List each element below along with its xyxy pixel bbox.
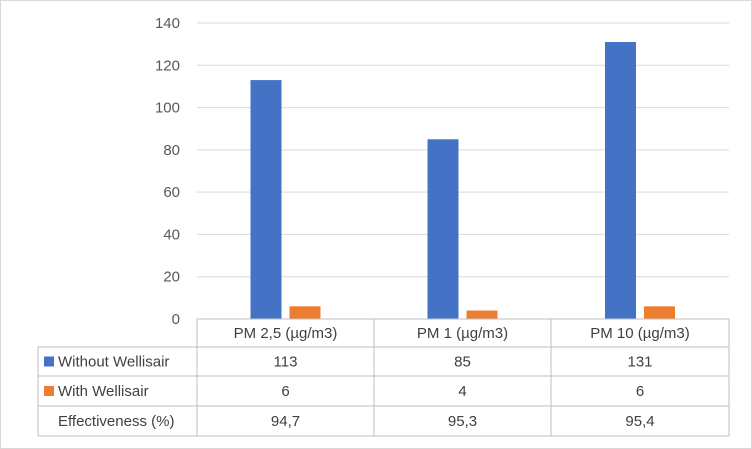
- y-tick-label: 140: [155, 15, 180, 32]
- data-cell: 6: [281, 383, 289, 400]
- y-axis-ticks: 0 20 40 60 80 100 120 140: [155, 15, 180, 328]
- y-tick-label: 80: [163, 142, 180, 159]
- category-label: PM 2,5 (µg/m3): [234, 325, 338, 342]
- data-cell: 85: [454, 354, 471, 371]
- bar-with-wellisair: [289, 306, 321, 319]
- legend-key-without-wellisair: [44, 356, 54, 367]
- bar-with-wellisair: [644, 306, 675, 319]
- effectiveness-cell: 95,3: [448, 413, 477, 430]
- data-cell: 131: [627, 354, 652, 371]
- bars: [250, 42, 675, 320]
- series-name: Without Wellisair: [58, 354, 169, 371]
- data-cell: 113: [274, 354, 298, 371]
- y-tick-label: 100: [155, 100, 180, 117]
- data-cell: 6: [636, 383, 644, 400]
- data-table: PM 2,5 (µg/m3) PM 1 (µg/m3) PM 10 (µg/m3) W…: [37, 318, 730, 437]
- category-label: PM 1 (µg/m3): [417, 325, 508, 342]
- data-cell: 4: [458, 383, 466, 400]
- effectiveness-cell: 94,7: [271, 413, 300, 430]
- legend-key-with-wellisair: [44, 386, 54, 396]
- y-tick-label: 120: [155, 57, 180, 74]
- effectiveness-cell: 95,4: [625, 413, 654, 430]
- bar-without-wellisair: [427, 139, 459, 319]
- y-tick-label: 60: [163, 184, 180, 201]
- bar-with-wellisair: [466, 310, 498, 319]
- bar-without-wellisair: [250, 80, 282, 319]
- gridlines: [197, 22, 729, 278]
- y-tick-label: 20: [163, 269, 180, 286]
- series-name: With Wellisair: [58, 383, 149, 400]
- category-label: PM 10 (µg/m3): [590, 325, 690, 342]
- y-tick-label: 40: [163, 226, 180, 243]
- bar-without-wellisair: [605, 42, 636, 320]
- y-tick-label: 0: [172, 311, 180, 328]
- effectiveness-label: Effectiveness (%): [58, 413, 174, 430]
